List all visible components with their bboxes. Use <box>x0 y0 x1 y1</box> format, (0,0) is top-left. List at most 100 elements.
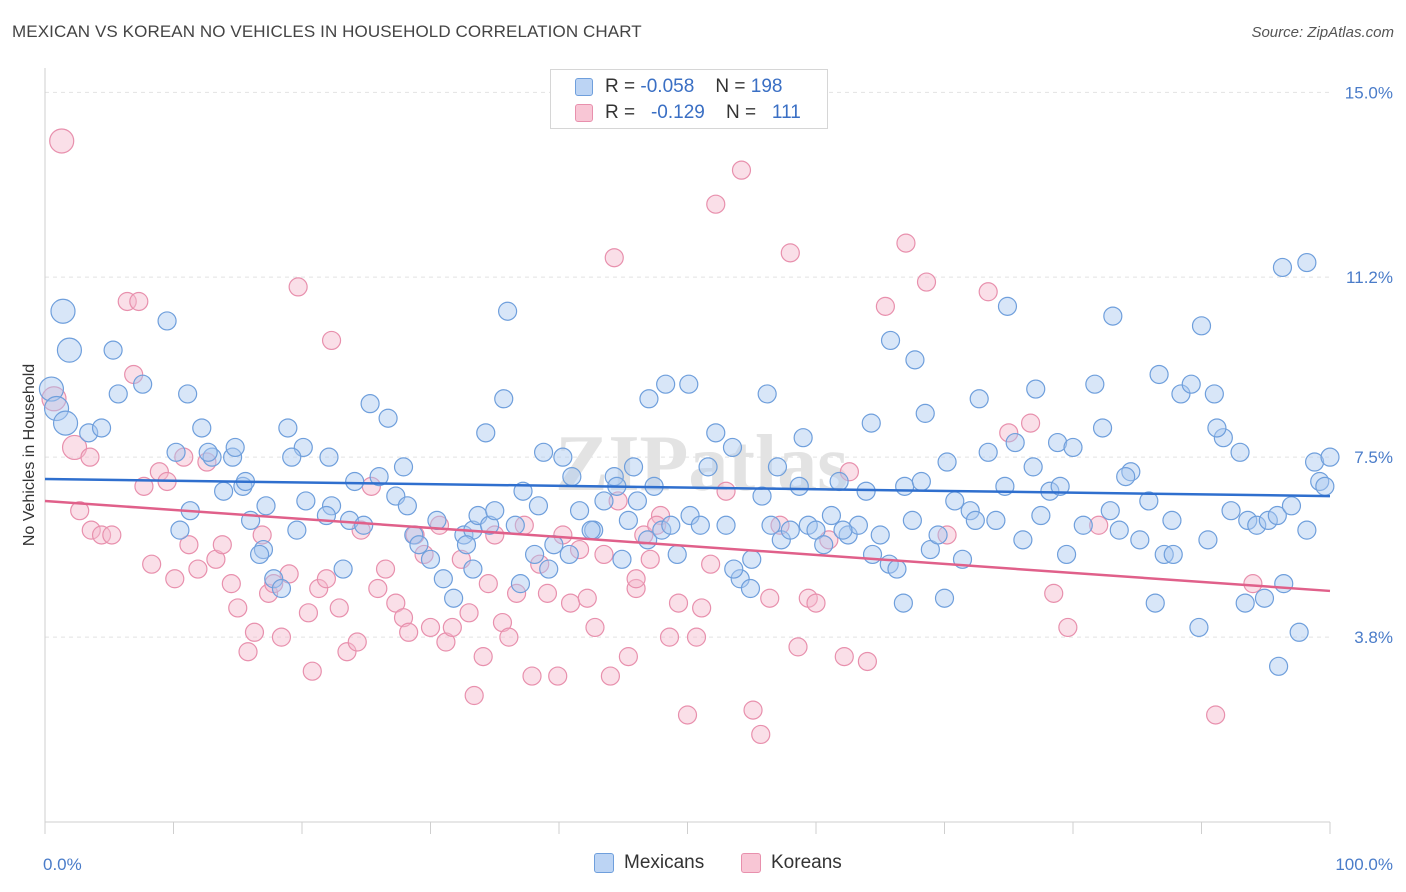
mexicans-point <box>296 491 316 511</box>
mexicans-point <box>50 298 76 324</box>
mexicans-point <box>928 525 948 545</box>
mexicans-point <box>1056 544 1077 565</box>
mexicans-point <box>829 471 849 492</box>
mexicans-point <box>178 384 198 404</box>
mexicans-point <box>1181 374 1201 394</box>
x-ticks <box>44 822 1331 834</box>
koreans-point <box>530 554 550 574</box>
mexicans-point <box>52 410 79 436</box>
koreans-point <box>875 296 895 316</box>
mexicans-point <box>444 588 464 608</box>
mexicans-point <box>986 510 1006 531</box>
mexicans-point <box>862 544 883 565</box>
mexicans-point <box>249 544 270 565</box>
mexicans-point <box>166 442 186 462</box>
mexicans-point <box>661 515 681 535</box>
koreans-point <box>478 574 498 594</box>
mexicans-point <box>393 457 414 477</box>
koreans-point <box>692 598 712 618</box>
koreans-point <box>212 535 232 555</box>
koreans-point <box>548 666 568 686</box>
koreans-point <box>743 700 763 720</box>
mexicans-point <box>91 418 112 438</box>
koreans-point <box>102 525 122 545</box>
mexicans-point <box>278 418 298 438</box>
koreans-point <box>442 617 462 638</box>
mexicans-point <box>485 501 505 521</box>
koreans-point <box>650 505 671 526</box>
koreans-trend-line <box>44 499 1331 593</box>
mexicans-point <box>1247 515 1267 535</box>
y-tick-label: 7.5% <box>1354 448 1393 467</box>
chart-source: Source: ZipAtlas.com <box>1251 24 1394 41</box>
koreans-point <box>731 160 752 180</box>
mexicans-point <box>742 549 762 569</box>
koreans-point <box>577 588 597 608</box>
mexicans-point <box>1047 432 1068 453</box>
koreans-point <box>188 559 208 579</box>
mexicans-point <box>133 374 153 394</box>
koreans-point <box>165 569 185 589</box>
koreans-point <box>594 544 614 565</box>
mexicans-point <box>157 311 177 331</box>
legend-r-label: R = <box>605 102 636 123</box>
mexicans-point <box>960 501 980 521</box>
koreans-point <box>288 277 308 297</box>
koreans-swatch <box>575 104 593 122</box>
mexicans-point <box>56 337 83 363</box>
koreans-point <box>298 603 319 623</box>
koreans-point <box>999 423 1019 443</box>
legend-item-mexicans: Mexicans <box>594 852 704 874</box>
mexicans-point <box>1267 505 1287 526</box>
mexicans-point <box>539 559 559 579</box>
y-axis-label: No Vehicles in Household <box>21 364 38 546</box>
mexicans-point <box>716 515 736 535</box>
mexicans-point <box>553 447 573 467</box>
mexicans-points <box>38 252 1340 676</box>
mexicans-point <box>1116 467 1136 487</box>
mexicans-point <box>1235 593 1255 613</box>
koreans-point <box>302 661 322 681</box>
mexicans-point <box>667 544 687 565</box>
mexicans-point <box>833 520 853 540</box>
mexicans-point <box>793 428 813 448</box>
koreans-point <box>142 554 162 574</box>
koreans-point <box>668 593 689 613</box>
mexicans-swatch <box>594 853 614 873</box>
mexicans-point <box>1272 257 1293 278</box>
koreans-point <box>117 291 137 312</box>
mexicans-point <box>369 467 389 487</box>
koreans-point <box>604 248 624 268</box>
mexicans-point <box>1149 364 1169 385</box>
legend-item-koreans: Koreans <box>741 852 842 874</box>
y-tick-labels: 3.8% 7.5% 11.2% 15.0% <box>1345 83 1393 647</box>
mexicans-point <box>1103 306 1123 326</box>
mexicans-swatch <box>575 78 593 96</box>
mexicans-point <box>264 569 284 589</box>
koreans-swatch <box>741 853 761 873</box>
mexicans-point <box>612 549 632 569</box>
legend-n-label: N = <box>725 102 757 123</box>
mexicans-point <box>934 588 955 608</box>
mexicans-point <box>456 535 477 555</box>
koreans-point <box>70 501 90 521</box>
mexicans-point <box>1254 588 1275 608</box>
mexicans-point <box>463 559 483 579</box>
legend-row-koreans: R = -0.129 N = 111 <box>575 101 801 125</box>
koreans-point <box>560 593 581 613</box>
legend-r-value: -0.058 <box>640 76 695 97</box>
koreans-point <box>316 569 337 589</box>
watermark: ZIPatlas <box>555 420 848 508</box>
koreans-point <box>485 525 505 545</box>
koreans-point <box>896 233 916 253</box>
mexicans-point <box>287 520 307 540</box>
mexicans-point <box>623 457 644 477</box>
koreans-point <box>228 598 248 618</box>
koreans-point <box>600 666 621 686</box>
mexicans-point <box>505 515 525 535</box>
mexicans-point <box>679 374 699 394</box>
mexicans-point <box>861 413 881 433</box>
mexicans-point <box>1092 418 1113 438</box>
mexicans-trend-line <box>44 477 1331 498</box>
